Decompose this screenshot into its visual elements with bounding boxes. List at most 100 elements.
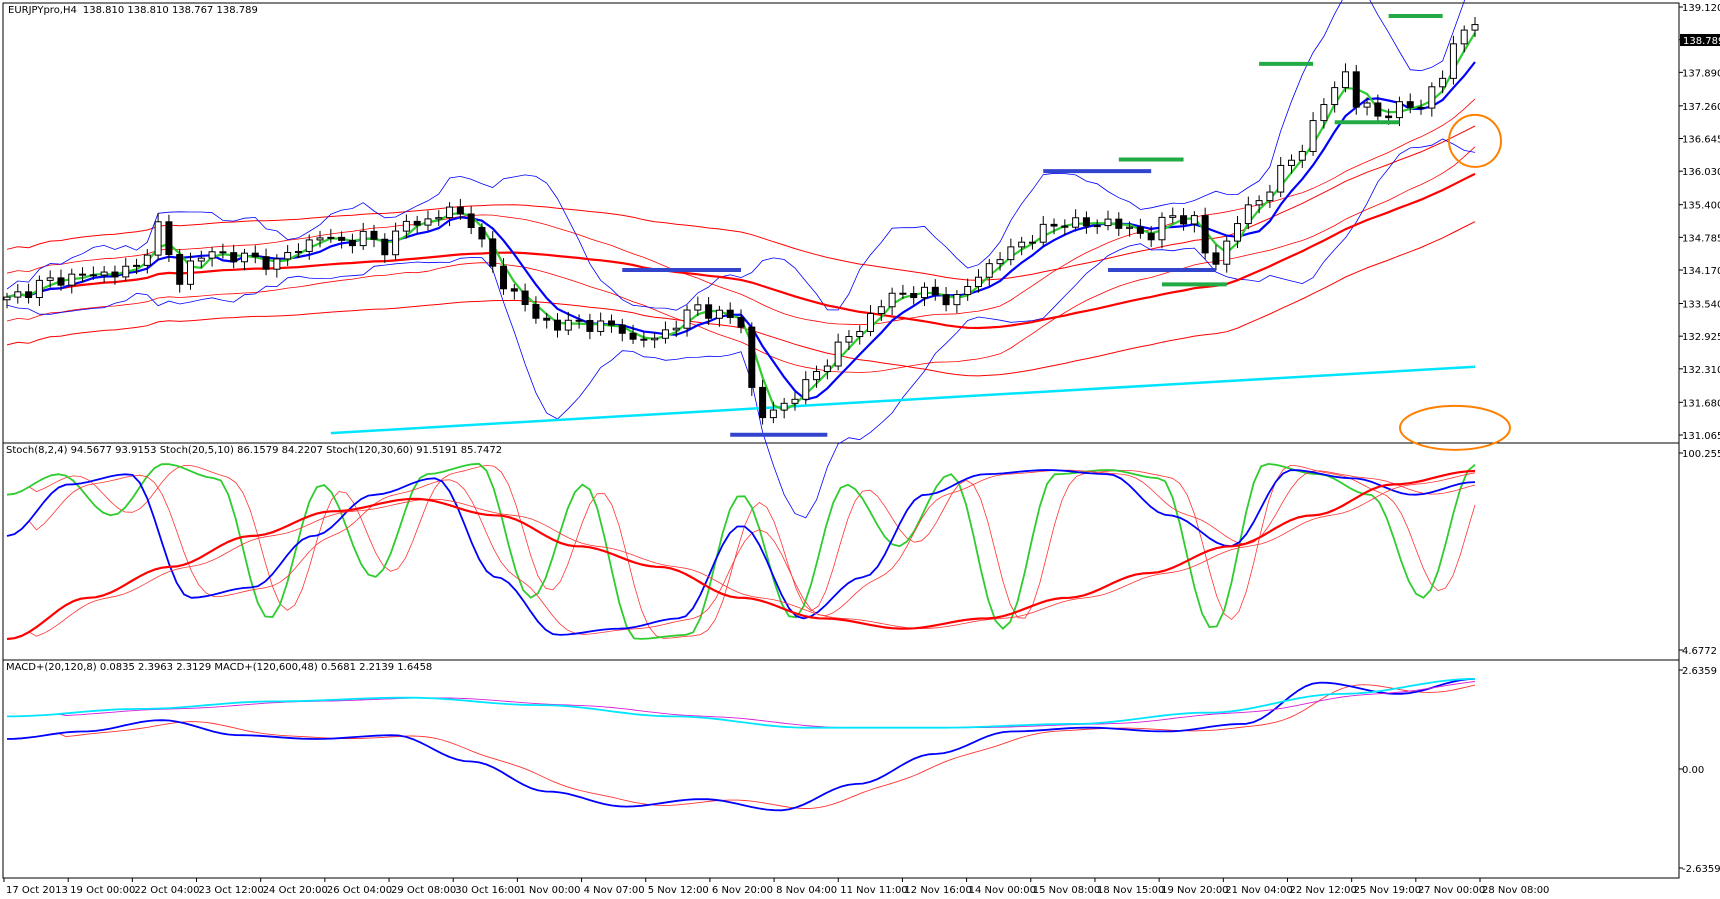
stoch-main-line	[6, 469, 1476, 641]
bear-candle	[176, 254, 184, 285]
price-tick-label: 136.645	[1682, 135, 1720, 146]
time-tick-label: 26 Oct 04:00	[327, 885, 392, 896]
bear-candle	[348, 239, 356, 247]
price-tick-label: 135.400	[1682, 201, 1720, 212]
bear-candle	[1147, 232, 1155, 241]
bull-candle	[856, 330, 864, 338]
stoch-signal-line	[6, 469, 1476, 635]
bear-candle	[899, 292, 907, 295]
bull-candle	[100, 271, 108, 276]
bull-candle	[273, 258, 281, 270]
bear-candle	[942, 294, 950, 306]
bear-candle	[79, 273, 87, 276]
bull-candle	[791, 398, 799, 404]
stoch-pane[interactable]	[2, 442, 1680, 661]
bull-candle	[435, 217, 443, 220]
time-tick-label: 1 Nov 00:00	[519, 885, 580, 896]
price-tick-label: 136.030	[1682, 167, 1720, 178]
bull-candle	[823, 365, 831, 373]
bull-candle	[1341, 71, 1349, 89]
main-plot	[3, 0, 1511, 519]
bull-candle	[1363, 102, 1371, 108]
bear-candle	[607, 320, 615, 326]
bear-candle	[489, 238, 497, 267]
time-tick-label: 5 Nov 12:00	[648, 885, 709, 896]
macd-main-line	[6, 678, 1476, 812]
bear-candle	[165, 221, 173, 256]
time-tick-label: 30 Oct 16:00	[455, 885, 520, 896]
bull-candle	[1169, 215, 1177, 218]
time-tick-label: 17 Oct 2013	[6, 885, 68, 896]
bear-candle	[1212, 252, 1220, 265]
bear-candle	[629, 332, 637, 340]
bear-candle	[230, 252, 238, 263]
bear-candle	[1061, 225, 1069, 228]
price-tick-label: 134.170	[1682, 266, 1720, 277]
macd-pane[interactable]	[2, 659, 1680, 879]
bull-candle	[1007, 246, 1015, 261]
time-tick-label: 12 Nov 16:00	[904, 885, 971, 896]
macd-main-line	[7, 678, 1476, 729]
bear-candle	[586, 319, 594, 332]
bear-candle	[737, 316, 745, 328]
bear-candle	[554, 319, 561, 331]
time-tick-label: 11 Nov 11:00	[840, 885, 907, 896]
bear-candle	[1082, 217, 1090, 227]
bear-candle	[1352, 71, 1360, 108]
price-tick-label: 133.540	[1682, 299, 1720, 310]
bull-candle	[769, 409, 777, 419]
current-price-tag	[1680, 34, 1720, 46]
bear-candle	[89, 274, 97, 277]
price-tick-label: 131.065	[1682, 431, 1720, 442]
price-tick-label: 134.785	[1682, 233, 1720, 244]
bull-candle	[1244, 204, 1252, 225]
bull-candle	[1428, 86, 1436, 109]
bull-candle	[1255, 200, 1263, 206]
time-tick-label: 22 Oct 04:00	[134, 885, 199, 896]
bull-candle	[661, 329, 669, 339]
bull-candle	[143, 254, 151, 266]
bull-candle	[877, 306, 885, 315]
bear-candle	[1406, 101, 1414, 108]
time-tick-label: 18 Nov 15:00	[1097, 885, 1164, 896]
bull-candle	[284, 252, 292, 260]
bear-candle	[338, 236, 346, 241]
main-pane[interactable]	[2, 2, 1680, 444]
stoch-tick-label: 100.2558	[1682, 449, 1720, 460]
bull-candle	[208, 251, 216, 259]
macd-signal-line	[7, 681, 1476, 729]
bull-candle	[1309, 120, 1317, 152]
symbol-label: EURJPYpro,H4 138.810 138.810 138.767 138.…	[8, 5, 258, 16]
bull-candle	[187, 260, 194, 285]
bull-candle	[564, 319, 572, 331]
bull-candle	[996, 259, 1004, 265]
time-tick-label: 21 Nov 04:00	[1225, 885, 1292, 896]
bull-candle	[1395, 101, 1403, 119]
bull-candle	[1072, 217, 1080, 228]
bull-candle	[240, 252, 248, 263]
bull-candle	[402, 220, 410, 232]
time-tick-label: 22 Nov 12:00	[1289, 885, 1356, 896]
bear-candle	[640, 338, 648, 341]
bull-candle	[1093, 225, 1101, 228]
bull-candle	[888, 292, 896, 308]
annotation-circle	[1448, 113, 1502, 168]
time-tick-label: 14 Nov 00:00	[969, 885, 1036, 896]
time-tick-label: 27 Nov 00:00	[1418, 885, 1485, 896]
macd-tick-label: -2.6359	[1682, 864, 1720, 875]
time-tick-label: 15 Nov 08:00	[1033, 885, 1100, 896]
price-tick-label: 131.680	[1682, 398, 1720, 409]
price-tick-label: 137.260	[1682, 102, 1720, 113]
stoch-label: Stoch(8,2,4) 94.5677 93.9153 Stoch(20,5,…	[6, 445, 502, 456]
bear-candle	[910, 293, 918, 299]
bull-candle	[1439, 77, 1447, 88]
bear-candle	[510, 288, 518, 292]
bull-candle	[327, 236, 335, 239]
bear-candle	[726, 309, 734, 318]
bear-candle	[1136, 226, 1144, 234]
bear-candle	[381, 238, 389, 256]
bear-candle	[456, 206, 464, 215]
trendline	[330, 365, 1476, 435]
bull-candle	[1320, 104, 1328, 122]
